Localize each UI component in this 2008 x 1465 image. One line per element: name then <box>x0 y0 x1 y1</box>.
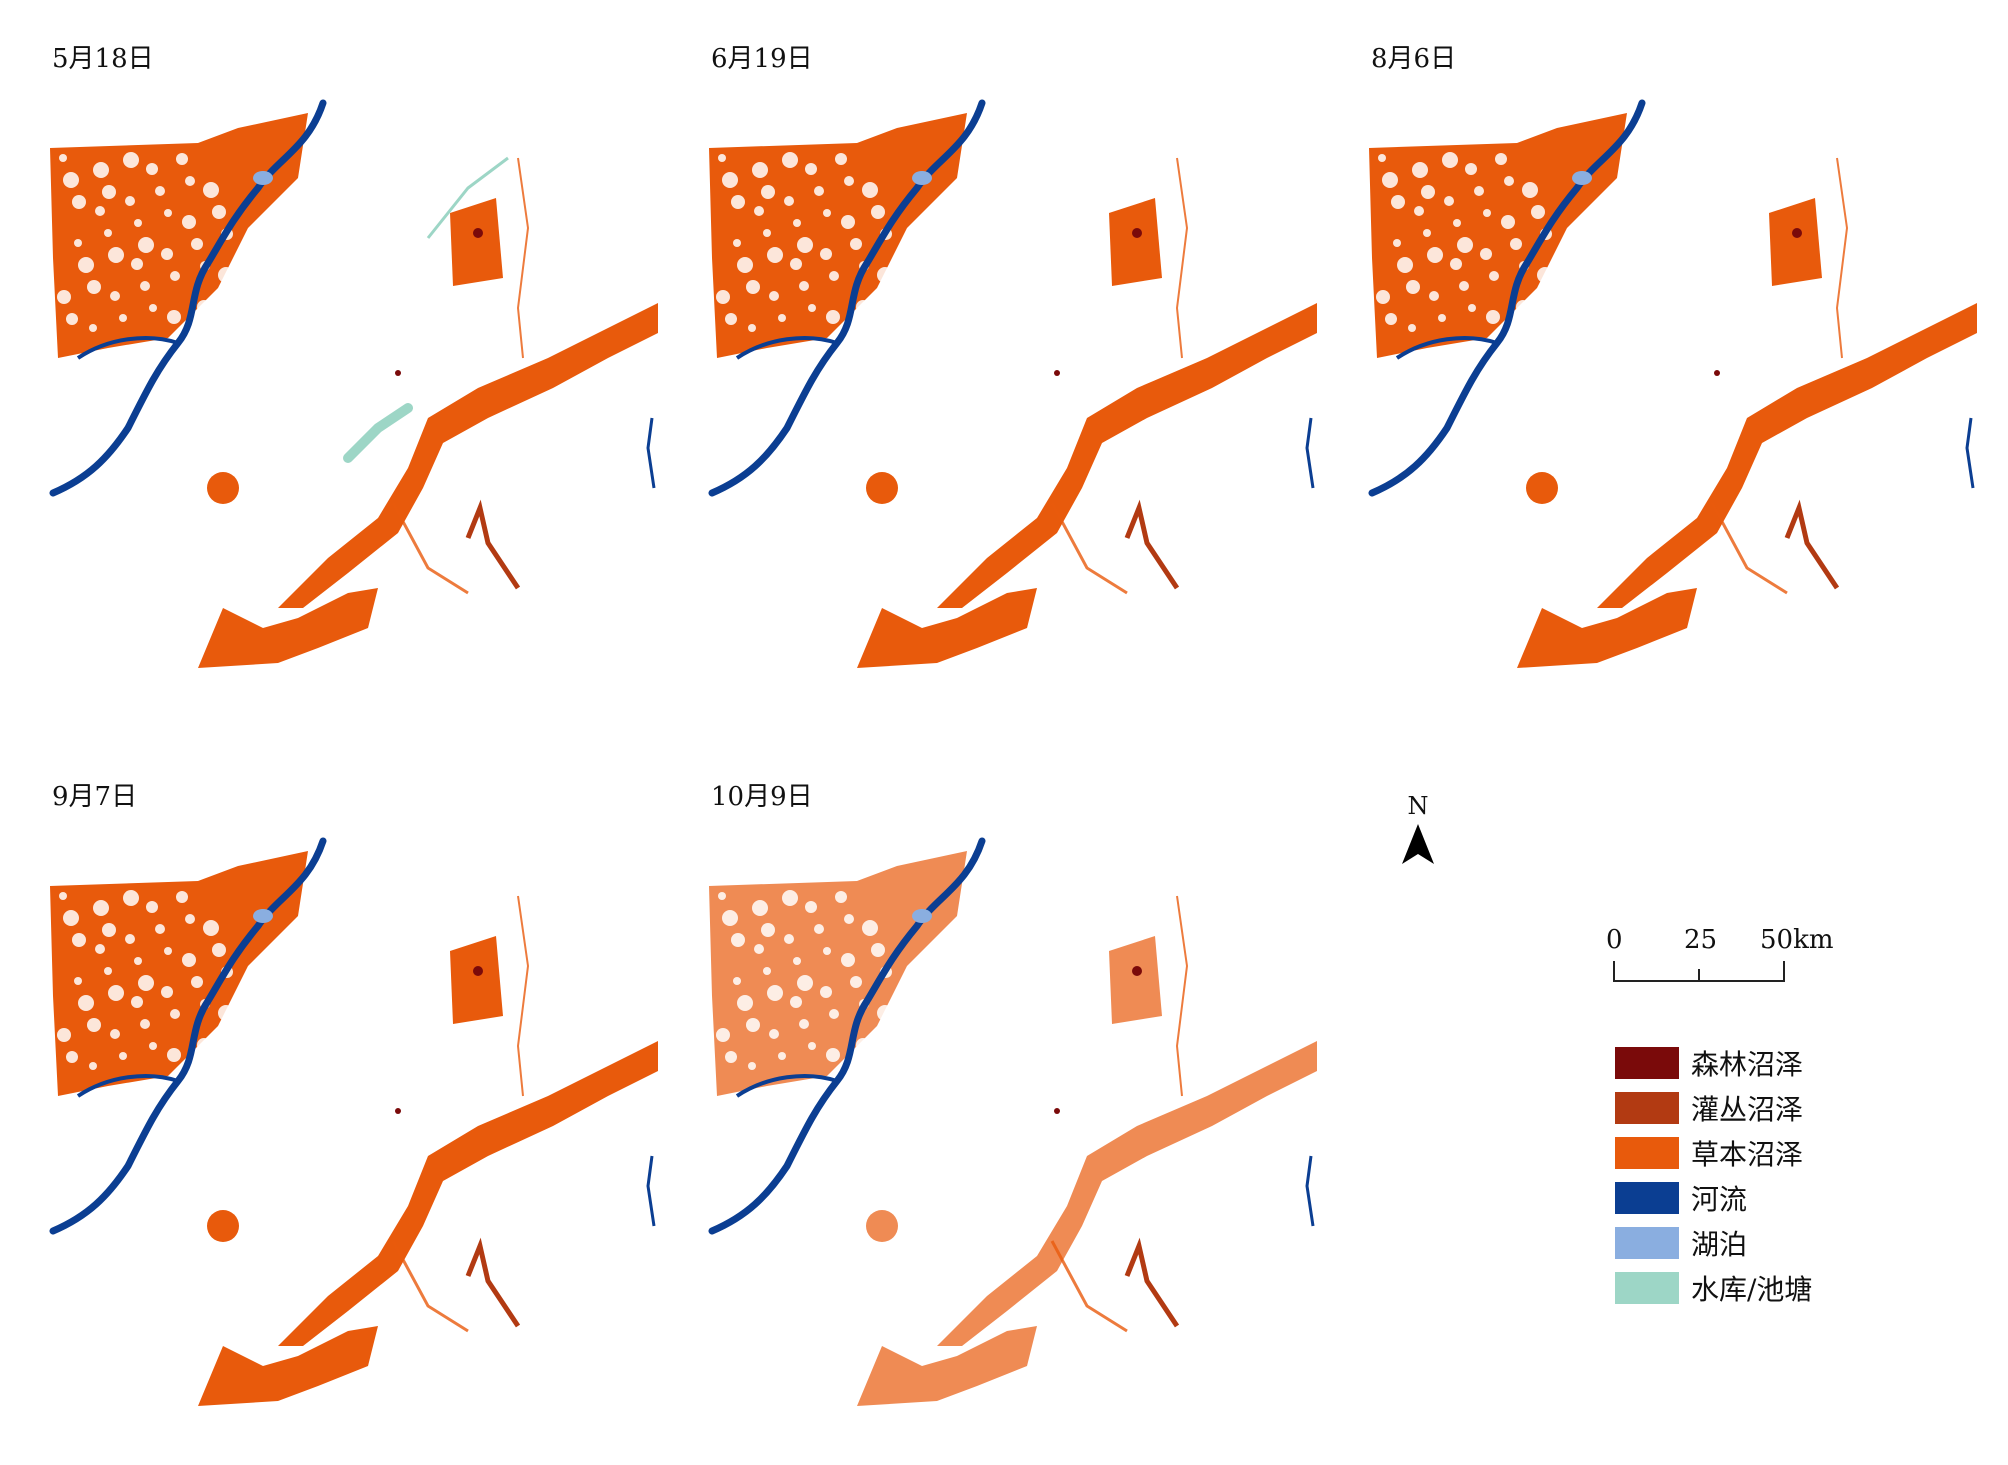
map-panel-2: 6月19日 <box>707 38 1347 668</box>
legend-item: 草本沼泽 <box>1615 1130 1812 1175</box>
wetland-map <box>708 99 1317 668</box>
legend-item: 灌丛沼泽 <box>1615 1085 1812 1130</box>
legend-swatch <box>1615 1046 1679 1079</box>
legend-item: 河流 <box>1615 1175 1812 1220</box>
scale-bar: 0 25 50km <box>1600 925 1834 985</box>
scale-bar-line <box>1613 961 1785 982</box>
legend-label: 森林沼泽 <box>1691 1047 1804 1081</box>
panel-title: 5月18日 <box>52 44 154 74</box>
map-panel-4: 9月7日 <box>48 776 688 1406</box>
legend-label: 灌丛沼泽 <box>1691 1092 1804 1126</box>
scale-label-50: 50km <box>1760 925 1834 955</box>
legend: 森林沼泽 灌丛沼泽 草本沼泽 河流 湖泊 水库/池塘 <box>1615 1040 1812 1310</box>
legend-swatch <box>1615 1181 1679 1214</box>
north-arrow-icon <box>1402 824 1434 864</box>
legend-swatch <box>1615 1271 1679 1304</box>
wetland-map <box>1368 99 1977 668</box>
map-panel-3: 8月6日 <box>1367 38 2007 668</box>
map-panel-5: 10月9日 <box>707 776 1347 1406</box>
scale-label-25: 25 <box>1684 925 1718 955</box>
legend-label: 湖泊 <box>1691 1227 1748 1261</box>
legend-swatch <box>1615 1136 1679 1169</box>
legend-label: 河流 <box>1691 1182 1748 1216</box>
map-panel-1: 5月18日 <box>48 38 688 668</box>
north-arrow: N <box>1398 792 1438 872</box>
wetland-map <box>708 837 1317 1406</box>
legend-item: 湖泊 <box>1615 1220 1812 1265</box>
legend-label: 草本沼泽 <box>1691 1137 1804 1171</box>
legend-swatch <box>1615 1091 1679 1124</box>
panel-title: 9月7日 <box>52 782 138 812</box>
scale-label-0: 0 <box>1606 925 1623 955</box>
legend-swatch <box>1615 1226 1679 1259</box>
legend-item: 森林沼泽 <box>1615 1040 1812 1085</box>
legend-label: 水库/池塘 <box>1691 1272 1813 1306</box>
panel-title: 8月6日 <box>1371 44 1457 74</box>
north-label: N <box>1407 792 1429 820</box>
legend-item: 水库/池塘 <box>1615 1265 1812 1310</box>
wetland-map <box>49 837 658 1406</box>
panel-title: 6月19日 <box>711 44 813 74</box>
panel-title: 10月9日 <box>711 782 813 812</box>
wetland-map <box>49 99 658 668</box>
